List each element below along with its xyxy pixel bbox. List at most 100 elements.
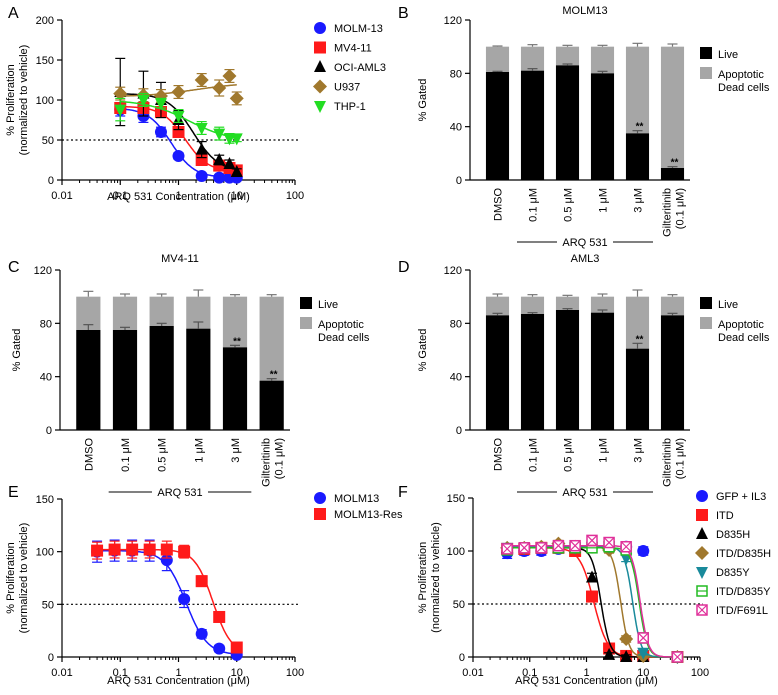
legend-marker [314, 41, 326, 54]
data-point [671, 651, 684, 663]
legend-marker [696, 604, 708, 616]
y-tick-label: 0 [46, 425, 52, 437]
x-tick-label: DMSO [493, 438, 505, 471]
y-tick-label: 200 [36, 15, 54, 27]
data-point [603, 536, 615, 549]
data-point [229, 91, 244, 106]
bar-segment-dead [485, 296, 510, 316]
chart-title: MOLM13 [562, 5, 607, 17]
data-point [619, 631, 634, 646]
x-tick-label-line: (0.1 μM) [675, 438, 687, 479]
legend-marker-x2 [696, 604, 708, 616]
x-tick-label: 10 [231, 667, 243, 679]
panel-letter-F: F [398, 484, 408, 501]
legend-label: Dead cells [718, 82, 770, 94]
bar-segment-live [485, 72, 510, 180]
panel-letter-A: A [8, 5, 19, 22]
y-tick-label: 50 [42, 599, 54, 611]
bar-segment-dead [555, 46, 580, 66]
y-axis-label: % Gated [417, 329, 429, 372]
data-point [213, 128, 226, 141]
x-tick-label-line: (0.1 μM) [675, 188, 687, 229]
x-tick-label: 1 [175, 667, 181, 679]
data-point [213, 171, 226, 184]
bar-segment-live [259, 380, 284, 430]
legend-label: ITD/F691L [716, 605, 768, 617]
legend-label: D835Y [716, 567, 750, 579]
panel-letter-C: C [8, 259, 20, 276]
panel-F: 0 50 100 150 0.01 0.1 1 10 100 ARQ 531 Concentrat… [417, 490, 771, 687]
bar-segment-live [112, 330, 138, 430]
data-point [585, 590, 598, 603]
x-tick-label: 0.1 [522, 667, 537, 679]
x-tick-label: 0.1 μM [120, 438, 132, 472]
x-tick-label: 1 [583, 667, 589, 679]
group-label: ARQ 531 [562, 487, 607, 499]
bar-segment-dead [625, 296, 650, 349]
x-tick-label: 1 μM [598, 188, 610, 213]
legend-label: Live [718, 49, 738, 61]
x-tick-label: 0.01 [51, 667, 72, 679]
x-tick-label: 10 [637, 667, 649, 679]
legend-label: Dead cells [718, 332, 770, 344]
data-point-x2 [552, 540, 564, 552]
data-point [222, 69, 237, 83]
data-point [114, 104, 127, 117]
legend-label: D835H [716, 529, 750, 541]
x-tick-label: Gilteritinib(0.1 μM) [662, 438, 687, 487]
x-tick-label: 0.1 [113, 190, 128, 202]
y-tick-label: 100 [447, 546, 465, 558]
data-point [194, 73, 209, 87]
significance-label: ** [233, 336, 241, 347]
y-tick-label: 80 [40, 318, 52, 330]
data-point [213, 610, 226, 623]
legend-label: MV4-11 [334, 43, 372, 55]
bar-segment-dead [520, 296, 545, 314]
y-tick-label: 40 [40, 372, 52, 384]
data-point [518, 542, 531, 554]
data-point [501, 543, 513, 555]
x-tick-label: 0.5 μM [563, 188, 575, 222]
bar-segment-live [186, 328, 211, 430]
data-point-x2 [586, 534, 598, 546]
y-axis-label-line: (normalized to vehicle) [430, 522, 442, 633]
y-tick-label: 0 [48, 175, 54, 187]
y-tick-label: 40 [450, 122, 462, 134]
data-point-x2 [569, 540, 581, 552]
x-tick-label-line: Gilteritinib [662, 438, 674, 487]
y-tick-label: 80 [450, 318, 462, 330]
legend-label: Live [318, 299, 338, 311]
data-point [552, 539, 565, 552]
series-U937 [113, 68, 244, 106]
y-axis-label: % Gated [11, 329, 23, 372]
data-point [178, 593, 191, 606]
bar-segment-live [625, 348, 650, 430]
bar-segment-live [625, 133, 650, 180]
data-point [171, 85, 186, 99]
panel-B: MOLM13 0 40 80 120 % Gated DMSO 0.1 μM 0.5 μM 1 μ… [417, 5, 770, 249]
panel-A: 0 50 100 150 200 0.01 0.1 1 10 100 ARQ 531 Concent… [5, 15, 386, 203]
bar-segment-dead [149, 296, 174, 326]
y-axis-label-line: (normalized to vehicle) [18, 523, 30, 634]
y-axis-label: % Gated [417, 79, 429, 122]
data-point [230, 133, 243, 146]
group-label: ARQ 531 [562, 237, 607, 249]
data-point-x2 [518, 542, 530, 554]
data-point-x2 [603, 537, 615, 548]
chart-title: AML3 [571, 253, 600, 265]
data-point-x2 [535, 542, 547, 554]
y-tick-label: 0 [456, 425, 462, 437]
y-axis-label: % Proliferation(normalized to vehicle) [417, 522, 442, 633]
legend-swatch-dead [700, 67, 712, 79]
data-point [620, 650, 633, 662]
significance-label: ** [671, 158, 679, 169]
legend-marker [314, 492, 326, 504]
bar-segment-dead [520, 46, 545, 71]
legend-label: OCI-AML3 [334, 62, 386, 74]
y-tick-label: 40 [450, 372, 462, 384]
x-tick-label: 0.1 [113, 667, 128, 679]
legend-label: ITD [716, 510, 734, 522]
legend-marker [695, 546, 709, 560]
x-tick-label: 0.5 μM [157, 438, 169, 472]
